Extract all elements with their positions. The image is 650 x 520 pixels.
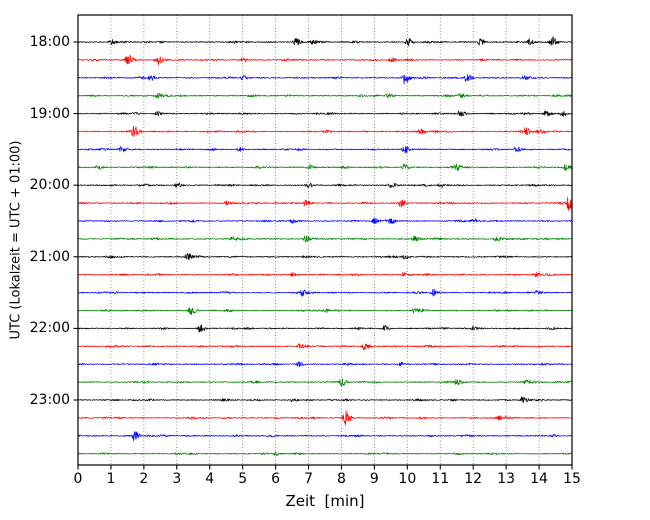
x-tick-label: 15 — [563, 471, 581, 487]
x-tick-label: 4 — [205, 471, 215, 487]
x-tick-label: 12 — [464, 471, 483, 487]
x-tick-label: 3 — [172, 471, 182, 487]
x-tick-label: 11 — [431, 471, 450, 487]
y-axis-label: UTC (Lokalzeit = UTC + 01:00) — [8, 140, 24, 340]
x-tick-label: 6 — [271, 471, 281, 487]
x-tick-label: 0 — [73, 471, 83, 487]
x-tick-label: 13 — [497, 471, 516, 487]
x-tick-label: 14 — [530, 471, 548, 487]
x-tick-label: 2 — [139, 471, 149, 487]
x-tick-label: 10 — [398, 471, 417, 487]
y-tick-label: 19:00 — [29, 105, 70, 122]
x-axis-label: Zeit [min] — [285, 492, 365, 510]
x-tick-label: 9 — [369, 471, 379, 487]
y-tick-label: 22:00 — [29, 320, 70, 337]
x-tick-label: 1 — [106, 471, 116, 487]
x-tick-label: 7 — [304, 471, 313, 487]
y-tick-label: 20:00 — [29, 177, 70, 194]
x-tick-label: 8 — [336, 471, 346, 487]
y-tick-label: 21:00 — [29, 248, 70, 265]
x-tick-label: 5 — [238, 471, 248, 487]
y-tick-label: 23:00 — [29, 392, 70, 408]
y-tick-label: 18:00 — [29, 34, 70, 50]
